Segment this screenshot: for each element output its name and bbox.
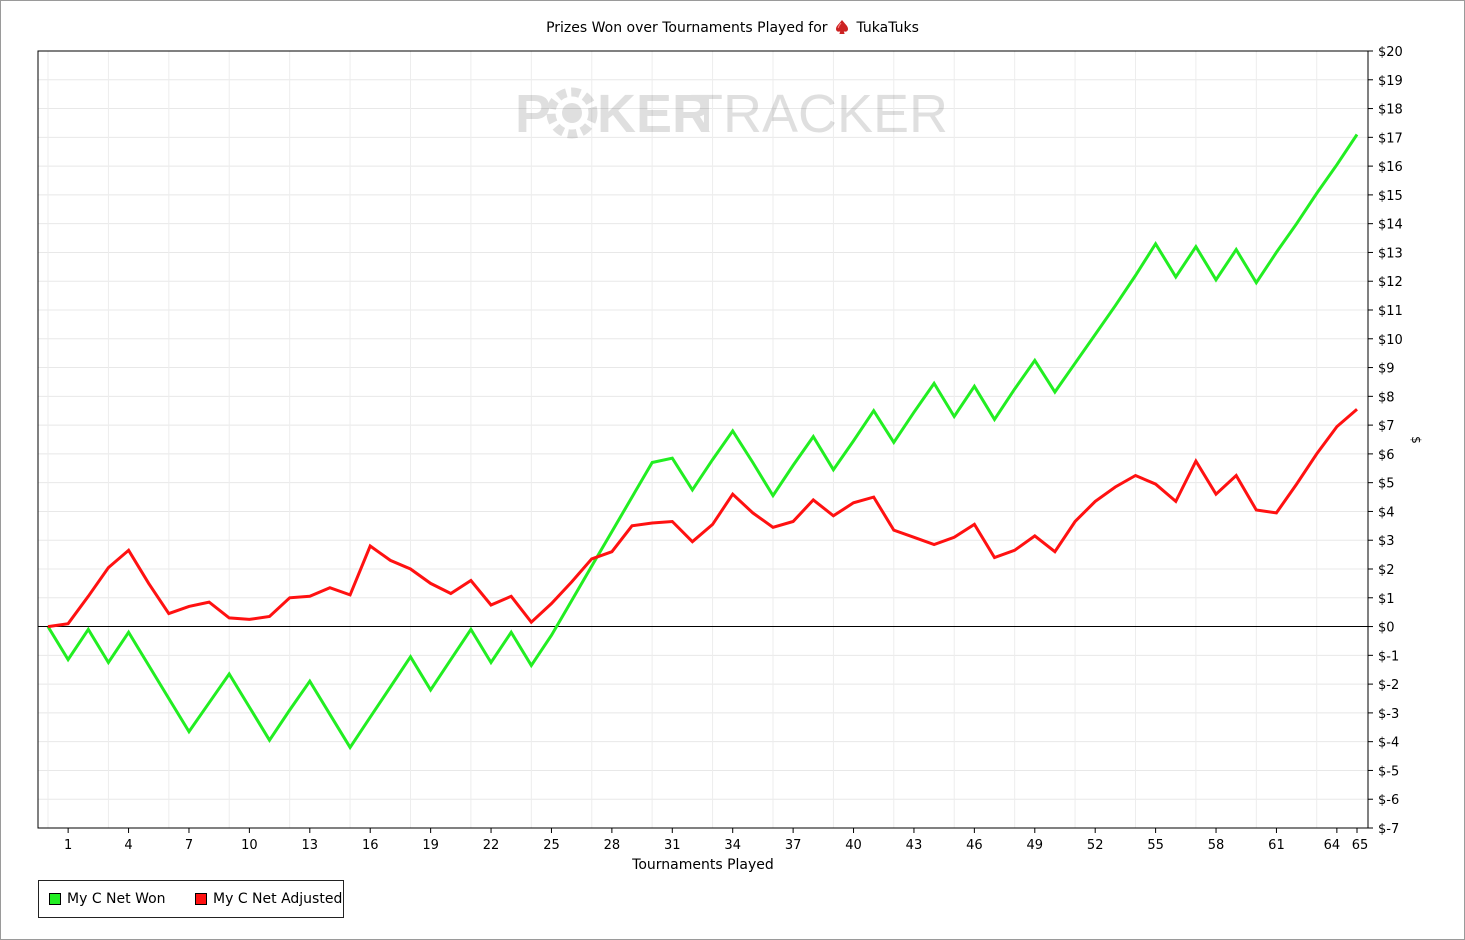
y-tick-label: $18 — [1378, 103, 1403, 118]
legend-item-net-adjusted: My C Net Adjusted — [195, 891, 342, 907]
y-tick-label: $19 — [1378, 74, 1403, 89]
x-tick-label: 58 — [1208, 838, 1225, 853]
x-axis: 1 4 7 10 13 16 19 22 25 28 31 34 37 40 43 46 49 52 55 58 61 6… — [64, 828, 1368, 853]
x-tick-label: 52 — [1087, 838, 1104, 853]
chart-title: Prizes Won over Tournaments Played for T… — [0, 19, 1465, 36]
y-tick-label: $15 — [1378, 189, 1403, 204]
legend-label-net-adjusted: My C Net Adjusted — [213, 891, 343, 907]
y-tick-label: $13 — [1378, 246, 1403, 261]
y-tick-label: $11 — [1378, 304, 1403, 319]
x-tick-label: 37 — [785, 838, 802, 853]
y-tick-label: $5 — [1378, 477, 1395, 492]
x-tick-label: 43 — [906, 838, 923, 853]
watermark-text-mid: KER — [597, 84, 711, 144]
y-tick-label: $2 — [1378, 563, 1395, 578]
x-tick-label: 25 — [543, 838, 560, 853]
y-axis: $-7 $-6 $-5 $-4 $-3 $-2 $-1 $0 $1 $2 $3 $4 $5 $6 $7 $8 $… — [1368, 45, 1403, 837]
y-tick-label: $6 — [1378, 448, 1395, 463]
y-tick-label: $-1 — [1378, 649, 1399, 664]
series-line-net-won — [46, 133, 1359, 751]
x-tick-label: 7 — [185, 838, 193, 853]
legend-item-net-won: My C Net Won — [49, 891, 166, 907]
y-tick-label: $17 — [1378, 131, 1403, 146]
y-tick-label: $-6 — [1378, 793, 1399, 808]
x-tick-label: 65 — [1352, 838, 1369, 853]
x-tick-label: 61 — [1268, 838, 1285, 853]
y-tick-label: $7 — [1378, 419, 1395, 434]
x-tick-label: 28 — [604, 838, 621, 853]
x-tick-label: 64 — [1324, 838, 1341, 853]
legend-swatch-net-adjusted — [195, 893, 207, 905]
x-tick-label: 19 — [422, 838, 439, 853]
legend: My C Net Won My C Net Adjusted — [38, 880, 344, 918]
poker-chip-icon — [546, 87, 598, 139]
series-lines — [46, 133, 1359, 751]
y-tick-label: $10 — [1378, 333, 1403, 348]
x-tick-label: 40 — [845, 838, 862, 853]
y-tick-label: $-7 — [1378, 822, 1399, 837]
x-tick-label: 1 — [64, 838, 72, 853]
x-tick-label: 22 — [483, 838, 500, 853]
y-tick-label: $-3 — [1378, 707, 1399, 722]
y-tick-label: $3 — [1378, 534, 1395, 549]
legend-label-net-won: My C Net Won — [67, 891, 166, 907]
y-tick-label: $4 — [1378, 505, 1395, 520]
series-line-net-adjusted — [47, 408, 1358, 629]
legend-swatch-net-won — [49, 893, 61, 905]
y-tick-label: $-5 — [1378, 764, 1399, 779]
x-tick-label: 10 — [241, 838, 258, 853]
x-tick-label: 16 — [362, 838, 379, 853]
player-name: TukaTuks — [856, 20, 919, 36]
x-tick-label: 55 — [1147, 838, 1164, 853]
plot-area — [37, 50, 1369, 829]
x-tick-label: 13 — [302, 838, 319, 853]
x-tick-label: 34 — [724, 838, 741, 853]
pokertracker-watermark: P KER TRACKER — [515, 84, 948, 144]
y-tick-label: $9 — [1378, 362, 1395, 377]
spade-icon — [836, 20, 848, 34]
y-tick-label: $0 — [1378, 621, 1395, 636]
y-tick-label: $12 — [1378, 275, 1403, 290]
y-tick-label: $-4 — [1378, 736, 1399, 751]
x-axis-label: Tournaments Played — [632, 857, 774, 873]
y-tick-label: $1 — [1378, 592, 1395, 607]
watermark-text-left: P — [515, 84, 551, 144]
y-tick-label: $8 — [1378, 390, 1395, 405]
x-tick-label: 46 — [966, 838, 983, 853]
y-tick-label: $14 — [1378, 218, 1403, 233]
x-tick-label: 49 — [1027, 838, 1044, 853]
x-tick-label: 4 — [124, 838, 132, 853]
x-tick-label: 31 — [664, 838, 681, 853]
y-axis-label: $ — [1408, 436, 1423, 444]
y-tick-label: $20 — [1378, 45, 1403, 60]
y-tick-label: $16 — [1378, 160, 1403, 175]
title-prefix: Prizes Won over Tournaments Played for — [546, 20, 828, 36]
watermark-text-right: TRACKER — [690, 84, 948, 144]
grid — [38, 50, 1368, 829]
y-tick-label: $-2 — [1378, 678, 1399, 693]
